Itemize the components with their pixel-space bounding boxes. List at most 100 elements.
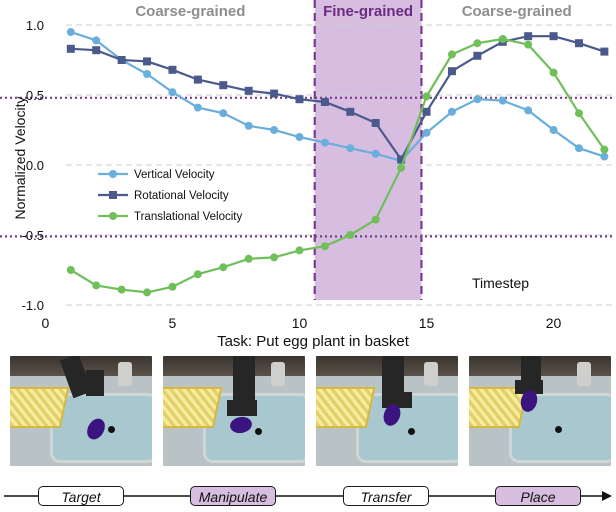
robot-arm xyxy=(382,356,404,396)
data-point xyxy=(600,47,609,56)
x-tick-label: 10 xyxy=(292,315,308,331)
legend-label-1: Rotational Velocity xyxy=(134,190,229,202)
data-point xyxy=(371,119,380,127)
data-point xyxy=(346,144,355,153)
yellow-basket xyxy=(163,386,223,429)
faucet-knob xyxy=(118,362,132,386)
series-lines xyxy=(66,28,609,297)
data-point xyxy=(92,46,101,55)
data-point xyxy=(295,95,304,104)
data-point xyxy=(371,149,380,158)
data-point xyxy=(66,266,75,274)
legend-marker-0 xyxy=(109,170,117,178)
data-point xyxy=(270,126,279,134)
velocity-chart: Coarse-grained Fine-grained Coarse-grained… xyxy=(0,0,612,350)
frame-target xyxy=(10,356,152,466)
data-point xyxy=(92,281,101,290)
data-point xyxy=(549,126,558,134)
yellow-basket xyxy=(316,386,376,429)
data-point xyxy=(422,92,431,101)
series-line-0 xyxy=(70,30,605,163)
legend: Vertical Velocity Rotational Velocity Tran… xyxy=(98,169,242,223)
sink-drain xyxy=(108,426,115,433)
data-point xyxy=(117,285,126,294)
data-point xyxy=(371,215,380,224)
data-point xyxy=(524,40,533,49)
data-point xyxy=(295,133,304,141)
y-tick-label: -0.5 xyxy=(22,228,44,243)
data-point xyxy=(447,67,456,76)
data-point xyxy=(66,44,75,53)
sink-drain xyxy=(408,428,415,435)
data-point xyxy=(600,145,609,154)
threshold-lines xyxy=(0,96,612,238)
stage-target: Target xyxy=(38,486,124,506)
data-point xyxy=(346,107,355,116)
timestep-annotation: Timestep xyxy=(472,275,529,291)
x-tick-label: 20 xyxy=(546,315,562,331)
data-point xyxy=(219,81,228,90)
x-tick-label: 15 xyxy=(419,315,435,331)
chart-labels: Normalized Velocity Task: Put egg plant … xyxy=(12,97,529,350)
x-axis-label: Task: Put egg plant in basket xyxy=(217,333,410,350)
data-point xyxy=(473,51,482,60)
axes: 1.0 0.5 0.0 -0.5 -1.0 0 5 10 15 20 xyxy=(22,18,562,331)
data-point xyxy=(447,107,456,116)
data-point xyxy=(524,32,533,41)
data-point xyxy=(193,103,202,112)
stage-timeline: Target Manipulate Transfer Place xyxy=(0,478,616,512)
data-point xyxy=(143,288,152,297)
robot-gripper xyxy=(515,380,543,394)
data-point xyxy=(473,39,482,48)
data-point xyxy=(143,57,152,66)
data-point xyxy=(168,88,177,97)
y-tick-label: 1.0 xyxy=(26,18,44,33)
robot-arm xyxy=(521,356,541,386)
data-point xyxy=(143,70,152,78)
data-point xyxy=(320,138,329,147)
data-point xyxy=(193,75,202,84)
data-point xyxy=(498,96,507,105)
legend-label-0: Vertical Velocity xyxy=(134,169,215,181)
x-tick-label: 0 xyxy=(42,315,50,331)
data-point xyxy=(219,109,228,118)
stage-transfer: Transfer xyxy=(343,486,429,506)
data-point xyxy=(244,121,253,130)
series-line-1 xyxy=(70,35,605,162)
stage-manipulate: Manipulate xyxy=(190,486,276,506)
data-point xyxy=(346,231,355,239)
data-point xyxy=(295,246,304,255)
data-point xyxy=(270,89,279,98)
region-label-1: Fine-grained xyxy=(323,3,413,20)
data-point xyxy=(244,86,253,95)
y-tick-label: 0.5 xyxy=(26,88,44,103)
robot-frames xyxy=(10,356,612,466)
data-point xyxy=(498,35,507,43)
legend-marker-1 xyxy=(109,191,117,199)
region-label-0: Coarse-grained xyxy=(135,3,245,20)
data-point xyxy=(66,28,75,36)
data-point xyxy=(270,253,279,262)
data-point xyxy=(574,109,583,118)
data-point xyxy=(193,270,202,279)
grid-lines xyxy=(66,24,612,306)
data-point xyxy=(320,98,329,106)
frame-transfer xyxy=(316,356,458,466)
fine-grained-band xyxy=(314,0,422,300)
faucet-knob xyxy=(424,362,438,386)
data-point xyxy=(244,254,253,263)
data-point xyxy=(574,39,583,48)
data-point xyxy=(574,144,583,153)
data-point xyxy=(397,155,406,164)
y-axis-label: Normalized Velocity xyxy=(12,97,28,220)
data-point xyxy=(473,95,482,104)
robot-arm xyxy=(233,356,255,406)
data-point xyxy=(117,56,126,64)
data-point xyxy=(168,282,177,291)
data-point xyxy=(549,32,558,41)
faucet-knob xyxy=(271,362,285,386)
frame-place xyxy=(469,356,611,466)
legend-marker-2 xyxy=(109,212,117,220)
phase-regions: Coarse-grained Fine-grained Coarse-grained xyxy=(135,0,572,300)
data-point xyxy=(219,263,228,272)
